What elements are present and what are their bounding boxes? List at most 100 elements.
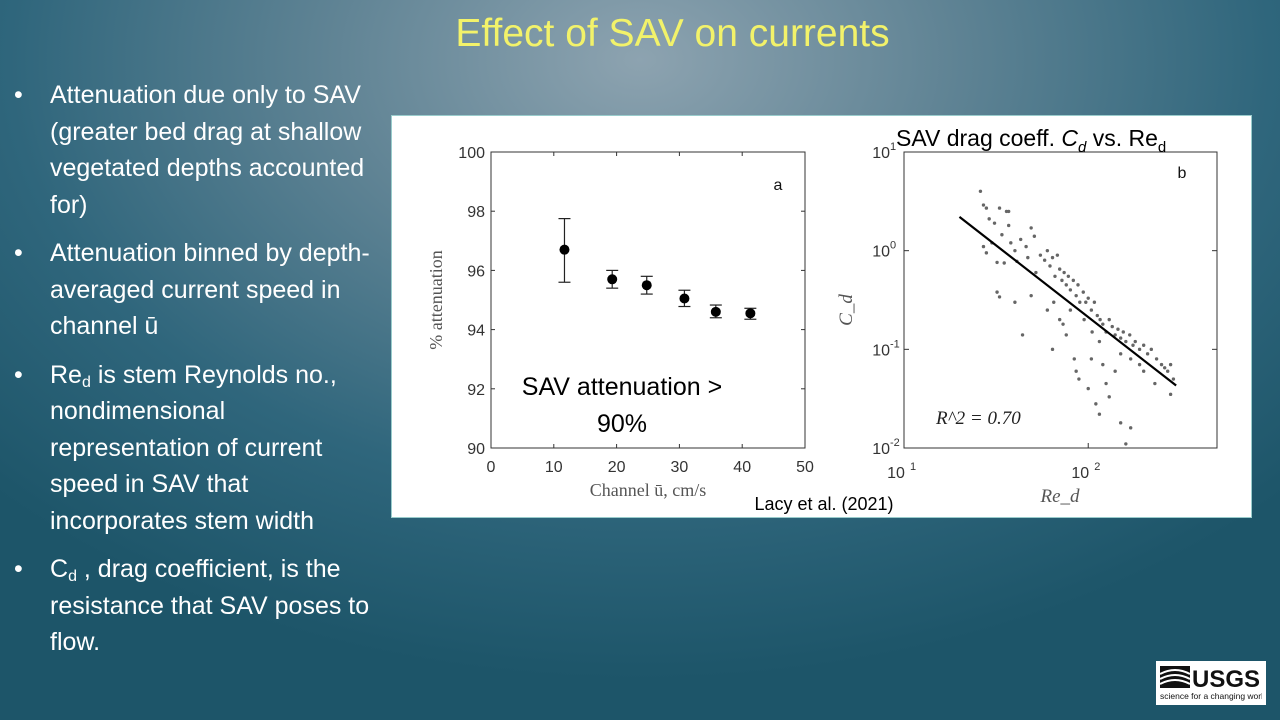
data-point <box>641 280 652 291</box>
data-point <box>1107 317 1111 322</box>
y-axis-label: C_d <box>836 294 857 326</box>
bullet-text: is stem Reynolds no., nondimensional rep… <box>50 360 337 535</box>
bullet-item: • Cd , drag coefficient, is the resistan… <box>14 555 370 656</box>
data-point <box>1024 244 1028 249</box>
data-point <box>1061 322 1065 326</box>
plot-a-frame <box>490 151 806 449</box>
x-tick-exponent: 2 <box>1094 461 1100 473</box>
svg-text:science for a changing world: science for a changing world <box>1160 691 1262 701</box>
bullet-term: Re <box>50 360 82 389</box>
annotation: 90% <box>597 410 647 438</box>
bullet-subscript: d <box>68 568 77 585</box>
bullet-text: , drag coefficient, is the resistance th… <box>50 555 370 656</box>
data-point <box>995 260 999 265</box>
data-point <box>1137 347 1142 352</box>
data-point <box>1068 308 1073 312</box>
data-point <box>1034 270 1038 275</box>
data-point <box>1019 237 1023 242</box>
data-point <box>1050 255 1055 260</box>
fit-line <box>958 216 1177 387</box>
data-point <box>1101 322 1105 326</box>
data-point <box>745 308 756 319</box>
y-tick-label: 96 <box>467 263 485 280</box>
data-point <box>1029 226 1033 230</box>
data-point <box>1121 330 1125 334</box>
data-point <box>1013 248 1017 253</box>
data-point <box>1107 395 1111 399</box>
bullet-text: Attenuation binned by depth-averaged cur… <box>50 239 370 340</box>
data-point <box>1104 381 1108 386</box>
y-tick-label: 10 <box>872 145 890 162</box>
bullet-subscript: d <box>81 373 91 391</box>
data-point <box>1068 288 1073 292</box>
data-point <box>1137 362 1142 367</box>
data-point <box>1081 290 1085 294</box>
data-point <box>1078 300 1082 304</box>
bullet-term: C <box>50 555 69 583</box>
bullet-item: • Red is stem Reynolds no., nondimensiona… <box>14 360 337 535</box>
data-point <box>1092 300 1097 304</box>
data-point <box>1097 412 1102 416</box>
data-point <box>1090 330 1094 334</box>
data-point <box>1098 317 1102 322</box>
data-point <box>1089 357 1094 361</box>
data-point <box>1045 308 1050 312</box>
figure-panel <box>391 115 1252 518</box>
data-point <box>995 290 999 294</box>
data-point <box>984 206 989 210</box>
data-point <box>1149 347 1154 352</box>
data-point <box>1171 377 1176 381</box>
data-point <box>1089 308 1094 312</box>
svg-text:USGS: USGS <box>1192 666 1260 693</box>
x-tick-label: 10 <box>887 465 905 482</box>
annotation: SAV attenuation > <box>522 373 722 401</box>
data-point <box>1084 300 1088 304</box>
data-point <box>1050 347 1055 352</box>
data-point <box>1118 336 1123 340</box>
data-point <box>1162 366 1167 370</box>
data-point <box>1064 333 1068 337</box>
data-point <box>1074 369 1078 373</box>
data-point <box>1006 209 1011 214</box>
data-point <box>997 206 1002 210</box>
data-point <box>1020 333 1025 337</box>
y-tick-label: 10 <box>872 244 890 261</box>
x-tick-label: 0 <box>487 459 496 476</box>
data-point <box>1026 255 1030 260</box>
usgs-logo: USGS science for a changing world <box>1156 661 1268 705</box>
data-point <box>1057 267 1062 271</box>
data-point <box>1110 324 1114 329</box>
data-point <box>1071 278 1076 283</box>
y-tick-label: 90 <box>467 441 485 458</box>
x-axis-label: Channel ū, cm/s <box>590 480 706 500</box>
panel-label-b: b <box>1178 165 1187 182</box>
data-point <box>1128 426 1133 430</box>
data-point <box>1118 352 1123 356</box>
data-point <box>1086 296 1090 300</box>
data-point <box>1029 293 1033 298</box>
data-point <box>1077 377 1081 381</box>
data-point <box>1153 381 1157 386</box>
data-point <box>1154 357 1159 361</box>
y-tick-label: 10 <box>872 342 890 359</box>
data-point <box>1053 274 1057 278</box>
bullet-item: • Attenuation due only to SAV (greater be… <box>14 81 365 219</box>
y-tick-exponent: -1 <box>890 338 900 350</box>
y-tick-label: 100 <box>458 145 485 162</box>
y-tick-exponent: -2 <box>890 437 900 449</box>
data-point <box>1116 327 1120 331</box>
chart-b-title: SAV drag coeff. Cd vs. Red <box>896 125 1166 156</box>
y-axis-label: % attenuation <box>426 250 446 349</box>
data-point <box>984 251 989 255</box>
data-point <box>1042 258 1047 262</box>
data-point <box>978 189 983 193</box>
x-tick-exponent: 1 <box>910 461 916 473</box>
data-point <box>1057 317 1062 322</box>
data-point <box>1048 264 1052 268</box>
data-point <box>1094 402 1098 406</box>
data-point <box>1133 339 1137 344</box>
slide-title: Effect of SAV on currents <box>455 12 890 55</box>
y-tick-label: 98 <box>467 204 485 221</box>
data-point <box>559 244 570 255</box>
data-point <box>1074 293 1078 298</box>
